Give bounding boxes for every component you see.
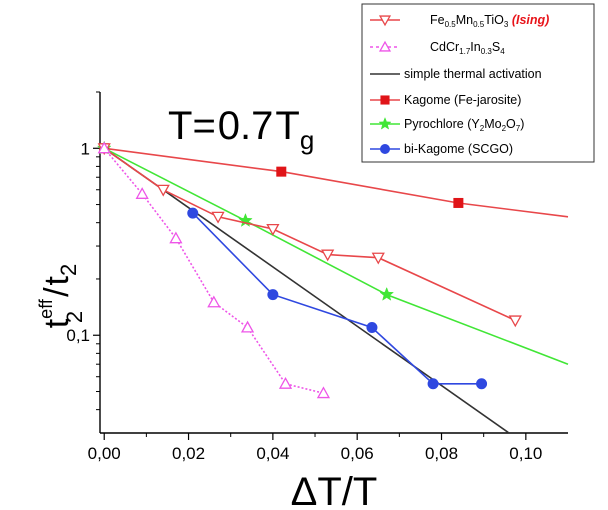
data-point bbox=[379, 286, 395, 301]
data-point bbox=[267, 289, 279, 301]
series-line-cdcr bbox=[103, 147, 324, 394]
data-point bbox=[207, 295, 221, 308]
y-tick-label: 1 bbox=[81, 139, 90, 158]
data-point bbox=[266, 223, 280, 236]
y-tick-label: 0,1 bbox=[66, 326, 90, 345]
data-point bbox=[427, 378, 439, 390]
data-point bbox=[169, 231, 183, 244]
legend-label: bi-Kagome (SCGO) bbox=[404, 142, 513, 156]
legend-label: Pyrochlore (Y2Mo2O7) bbox=[404, 117, 524, 133]
y-axis-title-t: t bbox=[38, 318, 76, 328]
plot-area: 0,00 0,02 0,04 0,06 0,08 0,10 0,11 bbox=[66, 91, 569, 463]
series-bikagome bbox=[187, 207, 488, 390]
legend-label: Kagome (Fe-jarosite) bbox=[404, 93, 521, 107]
legend-item-cdcr: CdCr1.7In0.3S4 bbox=[370, 40, 505, 56]
series-line-thermal bbox=[103, 147, 510, 433]
legend: Fe0.5Mn0.5TiO3 (Ising) CdCr1.7In0.3S4 simp… bbox=[361, 3, 595, 163]
data-point bbox=[211, 211, 225, 224]
legend-item-thermal: simple thermal activation bbox=[370, 67, 542, 81]
y-axis-title-t2: t bbox=[38, 275, 76, 285]
data-point bbox=[276, 166, 287, 177]
legend-label: simple thermal activation bbox=[404, 67, 542, 81]
data-point bbox=[380, 144, 390, 154]
data-point bbox=[378, 117, 392, 130]
data-point bbox=[321, 249, 335, 262]
x-ticks: 0,00 0,02 0,04 0,06 0,08 0,10 bbox=[88, 433, 542, 463]
y-axis-title-sub2: 2 bbox=[56, 264, 81, 276]
temperature-annotation: T=0.7Tg bbox=[168, 104, 314, 155]
series-pyrochlore bbox=[96, 140, 569, 365]
annotation-main: T bbox=[168, 104, 192, 148]
x-axis-title: ΔT/T bbox=[291, 470, 378, 510]
y-axis-title-slash: / bbox=[38, 287, 76, 297]
series-cdcr bbox=[97, 141, 331, 399]
data-point bbox=[453, 197, 464, 208]
data-point bbox=[278, 376, 293, 389]
data-point bbox=[187, 207, 199, 219]
x-tick-label: 0,08 bbox=[425, 444, 458, 463]
x-tick-label: 0,10 bbox=[509, 444, 542, 463]
legend-item-kagome: Kagome (Fe-jarosite) bbox=[370, 93, 521, 107]
x-tick-label: 0,00 bbox=[88, 444, 121, 463]
data-point bbox=[371, 252, 385, 265]
x-tick-label: 0,02 bbox=[172, 444, 205, 463]
data-point bbox=[316, 386, 331, 399]
annotation-eq: = bbox=[192, 104, 215, 148]
legend-item-bikagome: bi-Kagome (SCGO) bbox=[370, 142, 513, 156]
annotation-value: 0.7 bbox=[218, 104, 274, 148]
series-femn bbox=[97, 143, 522, 328]
data-point bbox=[380, 95, 390, 105]
legend-box bbox=[361, 3, 595, 163]
series-line-bikagome bbox=[192, 212, 482, 385]
y-ticks: 0,11 bbox=[66, 91, 100, 411]
data-point bbox=[476, 378, 488, 390]
x-tick-label: 0,06 bbox=[341, 444, 374, 463]
y-axis-title: teff 2/t2 bbox=[36, 264, 87, 329]
series-line-pyrochlore bbox=[103, 147, 569, 365]
annotation-var: T bbox=[275, 104, 299, 148]
series-layer bbox=[96, 140, 569, 433]
legend-label: Fe0.5Mn0.5TiO3 (Ising) bbox=[430, 13, 549, 29]
data-point bbox=[378, 40, 392, 52]
data-point bbox=[135, 187, 149, 199]
data-point bbox=[97, 141, 111, 154]
data-point bbox=[156, 184, 170, 197]
legend-label: CdCr1.7In0.3S4 bbox=[430, 40, 505, 56]
data-point bbox=[240, 320, 255, 333]
data-point bbox=[508, 315, 522, 328]
data-point bbox=[378, 15, 392, 27]
y-axis-title-sup: eff bbox=[36, 298, 56, 319]
annotation-sub: g bbox=[300, 125, 314, 155]
x-tick-label: 0,04 bbox=[256, 444, 289, 463]
series-line-femn bbox=[103, 147, 516, 322]
data-point bbox=[366, 322, 378, 334]
y-axis-title-sub: 2 bbox=[62, 311, 87, 323]
legend-item-femn: Fe0.5Mn0.5TiO3 (Ising) bbox=[370, 13, 549, 29]
legend-item-pyrochlore: Pyrochlore (Y2Mo2O7) bbox=[370, 117, 524, 133]
series-line-kagome bbox=[104, 147, 569, 218]
series-thermal bbox=[103, 147, 510, 433]
